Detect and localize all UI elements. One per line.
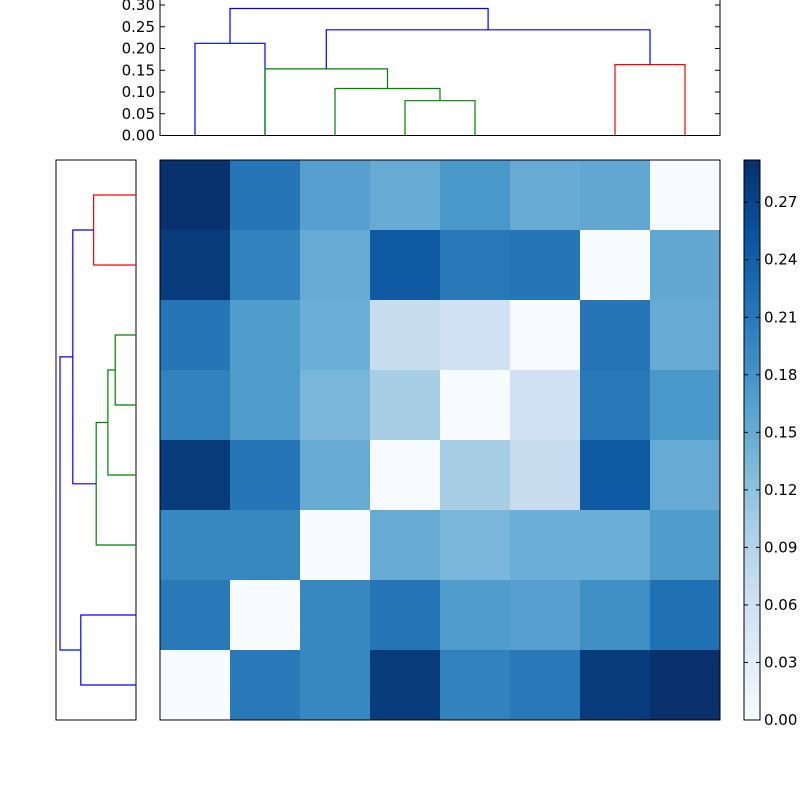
left-dendrogram-frame	[55, 159, 137, 721]
heatmap-cell	[230, 440, 301, 511]
colorbar-tick-label: 0.12	[764, 481, 797, 499]
heatmap-cell	[440, 160, 511, 231]
heatmap-cell	[370, 650, 441, 721]
heatmap-cell	[160, 370, 231, 441]
heatmap-cell	[650, 230, 721, 301]
heatmap-frame	[159, 159, 721, 721]
top-dendrogram-ytick-label: 0.20	[122, 40, 155, 58]
heatmap-cell	[300, 440, 371, 511]
top-dendrogram-ytick-label: 0.15	[122, 61, 155, 79]
heatmap-cell	[580, 580, 651, 651]
heatmap-cell	[230, 230, 301, 301]
colorbar-tick-label: 0.09	[764, 538, 797, 556]
heatmap	[159, 159, 721, 721]
heatmap-cell	[160, 580, 231, 651]
colorbar-tick-label: 0.24	[764, 251, 797, 269]
heatmap-cell	[650, 440, 721, 511]
top-dendrogram-frame	[159, 0, 721, 136]
top-dendrogram-ytick-label: 0.05	[122, 105, 155, 123]
heatmap-cell	[300, 300, 371, 371]
heatmap-cell	[230, 650, 301, 721]
heatmap-cell	[510, 160, 581, 231]
heatmap-cell	[300, 580, 371, 651]
heatmap-cell	[650, 580, 721, 651]
heatmap-cell	[230, 510, 301, 581]
colorbar-tick-label: 0.15	[764, 423, 797, 441]
heatmap-cell	[160, 230, 231, 301]
heatmap-cell	[510, 370, 581, 441]
heatmap-cell	[650, 300, 721, 371]
heatmap-cell	[160, 510, 231, 581]
heatmap-cell	[300, 370, 371, 441]
heatmap-cell	[160, 300, 231, 371]
heatmap-cell	[370, 300, 441, 371]
heatmap-cell	[440, 580, 511, 651]
top-dendrogram-ytick-label: 0.00	[122, 127, 155, 145]
heatmap-cell	[370, 160, 441, 231]
top-dendrogram-link	[229, 7, 489, 44]
heatmap-cell	[580, 300, 651, 371]
heatmap-cell	[580, 650, 651, 721]
heatmap-cell	[440, 370, 511, 441]
colorbar-tick-label: 0.03	[764, 653, 797, 671]
heatmap-cell	[650, 370, 721, 441]
heatmap-cell	[230, 580, 301, 651]
heatmap-cell	[440, 650, 511, 721]
heatmap-cell	[370, 370, 441, 441]
left-dendrogram	[55, 159, 137, 721]
heatmap-cell	[580, 230, 651, 301]
colorbar-bar	[743, 159, 761, 721]
colorbar-tick-label: 0.18	[764, 366, 797, 384]
heatmap-cell	[650, 160, 721, 231]
heatmap-cell	[580, 370, 651, 441]
heatmap-cell	[580, 510, 651, 581]
heatmap-cell	[230, 160, 301, 231]
heatmap-cell	[300, 650, 371, 721]
heatmap-cell	[580, 160, 651, 231]
top-dendrogram-ytick-label: 0.25	[122, 18, 155, 36]
heatmap-cell	[160, 440, 231, 511]
left-dendrogram-link	[59, 356, 81, 651]
top-dendrogram-ytick-label: 0.30	[122, 0, 155, 14]
heatmap-cell	[440, 510, 511, 581]
heatmap-cell	[370, 230, 441, 301]
heatmap-cell	[650, 650, 721, 721]
heatmap-cell	[300, 160, 371, 231]
heatmap-cell	[510, 510, 581, 581]
heatmap-cell	[370, 440, 441, 511]
heatmap-cell	[160, 650, 231, 721]
heatmap-cell	[580, 440, 651, 511]
heatmap-cell	[300, 510, 371, 581]
heatmap-cell	[230, 300, 301, 371]
heatmap-cell	[510, 300, 581, 371]
colorbar-tick-label: 0.21	[764, 308, 797, 326]
heatmap-cell	[230, 370, 301, 441]
colorbar-tick-label: 0.00	[764, 711, 797, 729]
top-dendrogram-ytick-label: 0.10	[122, 83, 155, 101]
heatmap-cell	[440, 230, 511, 301]
heatmap-cell	[650, 510, 721, 581]
heatmap-cell	[510, 650, 581, 721]
heatmap-cell	[370, 510, 441, 581]
heatmap-cell	[440, 300, 511, 371]
heatmap-cell	[160, 160, 231, 231]
heatmap-cell	[510, 580, 581, 651]
colorbar-tick-label: 0.06	[764, 596, 797, 614]
heatmap-cell	[510, 440, 581, 511]
heatmap-cell	[440, 440, 511, 511]
heatmap-cell	[300, 230, 371, 301]
heatmap-cell	[510, 230, 581, 301]
colorbar-tick-label: 0.27	[764, 193, 797, 211]
colorbar: 0.00 0.03 0.06 0.09 0.12 0.15 0.18 0.21 0.24 0.27	[743, 159, 797, 729]
top-dendrogram: 0.00 0.05 0.10 0.15 0.20 0.25 0.30	[122, 0, 721, 145]
heatmap-cell	[370, 580, 441, 651]
